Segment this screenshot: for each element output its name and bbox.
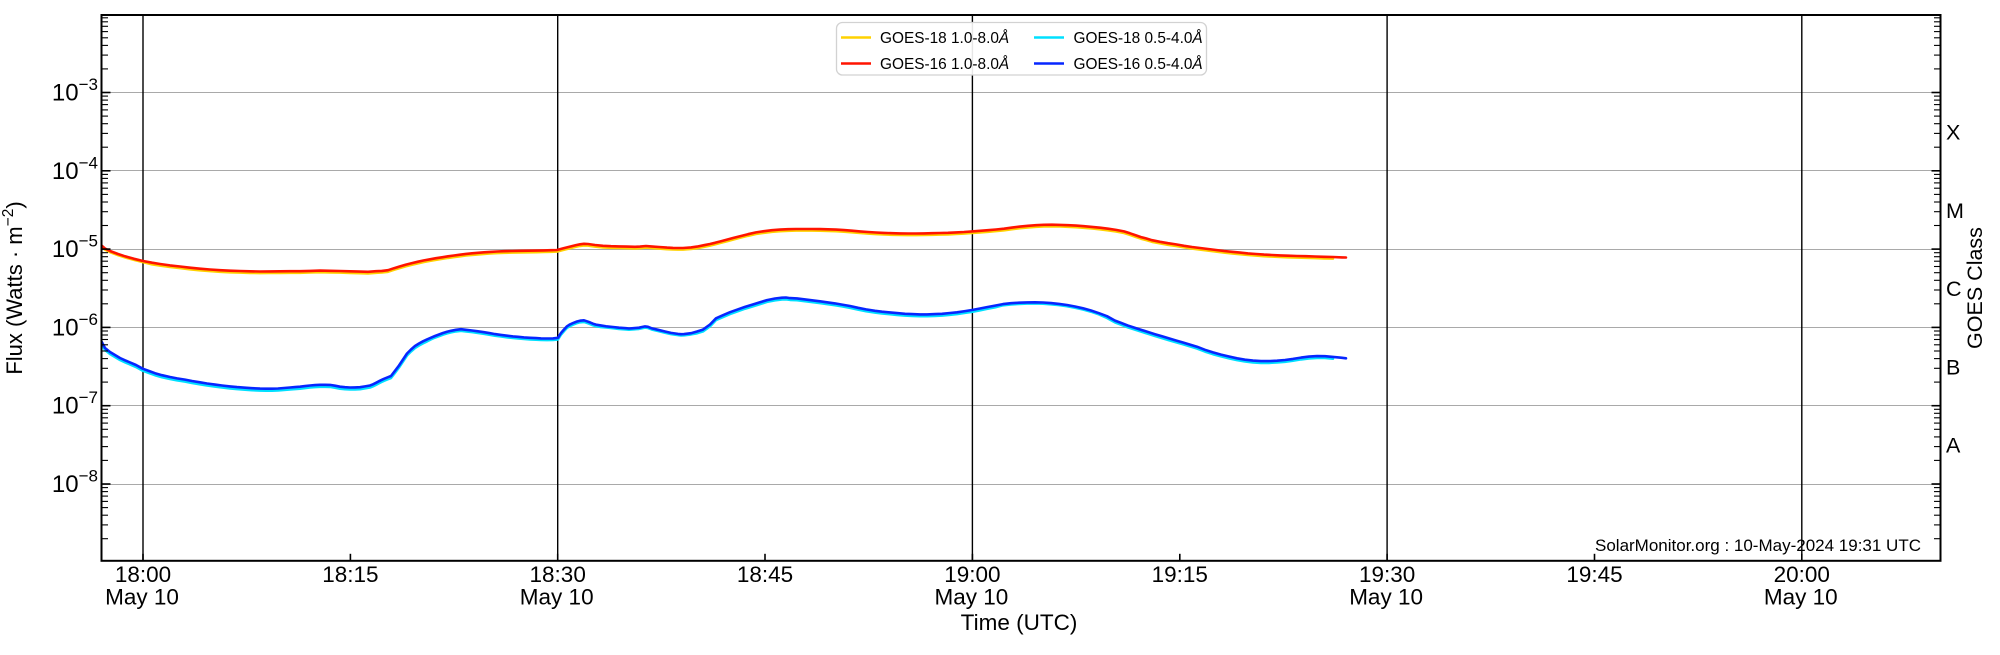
svg-text:19:45: 19:45 <box>1566 562 1622 587</box>
svg-text:19:15: 19:15 <box>1152 562 1208 587</box>
svg-text:10−8: 10−8 <box>52 467 98 499</box>
svg-text:GOES-18 1.0-8.0Å: GOES-18 1.0-8.0Å <box>880 30 1009 47</box>
svg-text:18:30: 18:30 <box>530 562 586 587</box>
svg-text:GOES-18 0.5-4.0Å: GOES-18 0.5-4.0Å <box>1074 30 1203 47</box>
svg-text:19:00: 19:00 <box>944 562 1000 587</box>
svg-text:GOES Class: GOES Class <box>1963 227 1987 349</box>
svg-text:May 10: May 10 <box>1349 585 1423 610</box>
svg-text:May 10: May 10 <box>105 585 179 610</box>
svg-text:M: M <box>1946 199 1964 223</box>
svg-text:Time (UTC): Time (UTC) <box>961 610 1078 635</box>
svg-text:18:15: 18:15 <box>322 562 378 587</box>
svg-text:20:00: 20:00 <box>1774 562 1830 587</box>
svg-text:A: A <box>1946 434 1961 458</box>
svg-text:GOES-16 1.0-8.0Å: GOES-16 1.0-8.0Å <box>880 56 1009 73</box>
svg-text:X: X <box>1946 121 1960 145</box>
svg-text:19:30: 19:30 <box>1359 562 1415 587</box>
svg-text:B: B <box>1946 355 1960 379</box>
svg-text:Flux (Watts · m−2): Flux (Watts · m−2) <box>0 201 27 374</box>
svg-text:May 10: May 10 <box>1764 585 1838 610</box>
svg-text:18:45: 18:45 <box>737 562 793 587</box>
svg-text:May 10: May 10 <box>935 585 1009 610</box>
svg-text:SolarMonitor.org : 10-May-2024: SolarMonitor.org : 10-May-2024 19:31 UTC <box>1595 536 1921 555</box>
svg-text:GOES-16 0.5-4.0Å: GOES-16 0.5-4.0Å <box>1074 56 1203 73</box>
svg-text:C: C <box>1946 277 1962 301</box>
svg-text:May 10: May 10 <box>520 585 594 610</box>
svg-text:18:00: 18:00 <box>115 562 171 587</box>
